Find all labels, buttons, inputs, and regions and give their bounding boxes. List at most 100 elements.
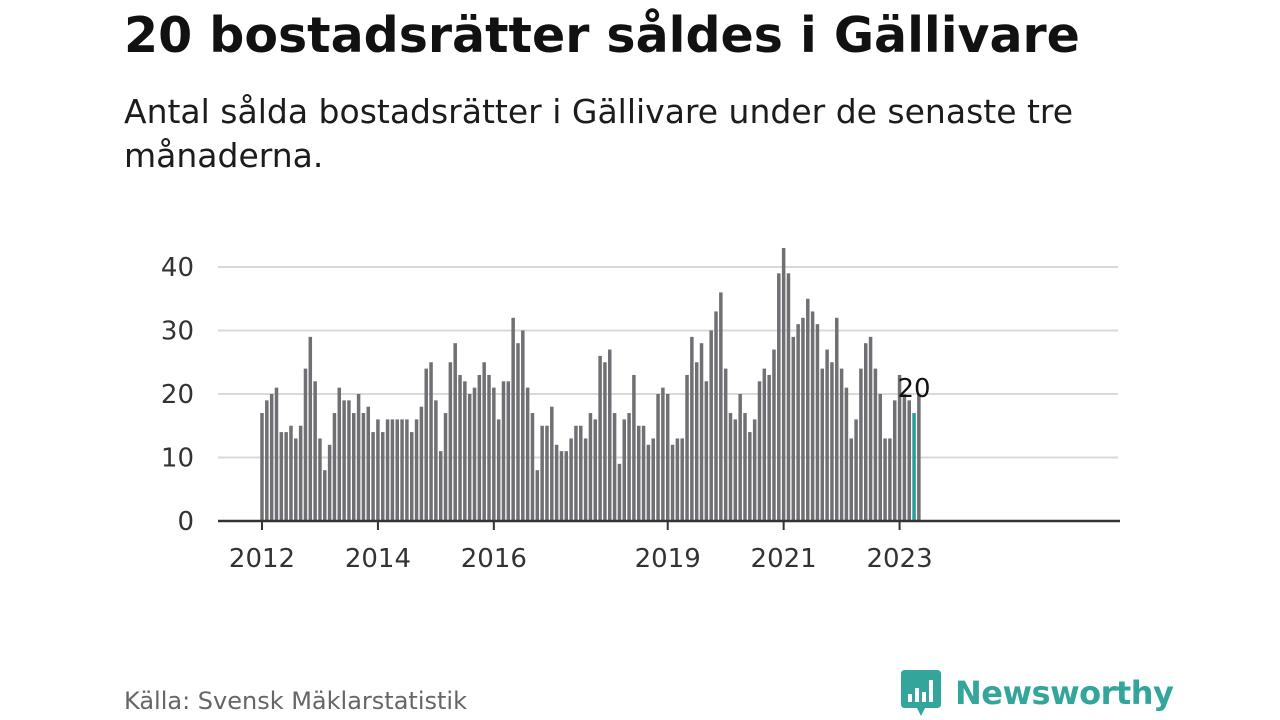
bar: [670, 444, 675, 521]
chart-title: 20 bostadsrätter såldes i Gällivare: [124, 7, 1080, 64]
bar: [521, 330, 525, 521]
bar: [786, 273, 791, 521]
bar: [907, 400, 911, 521]
bar: [453, 343, 457, 521]
bar: [405, 419, 409, 521]
bar: [612, 413, 617, 521]
bar: [467, 394, 472, 521]
bar: [318, 438, 322, 521]
bar: [506, 381, 511, 521]
bar: [892, 400, 897, 521]
bar: [482, 362, 486, 521]
bar: [564, 451, 569, 521]
bar: [839, 368, 844, 521]
bar: [661, 387, 665, 521]
newsworthy-logo-icon: [901, 670, 941, 716]
bar: [627, 413, 631, 521]
bar: [429, 362, 433, 521]
bar: [511, 317, 515, 521]
bar: [762, 368, 767, 521]
bar: [294, 438, 298, 521]
bar: [501, 381, 506, 521]
bar: [550, 406, 554, 521]
bar: [424, 368, 428, 521]
bar: [854, 419, 858, 521]
bar: [810, 311, 815, 521]
bar-chart: 0 10 20 30 40 2012 2014 2016 2019 2021 2023 20: [161, 247, 1120, 574]
bar: [323, 470, 327, 521]
bar: [902, 394, 907, 521]
bar: [327, 444, 332, 521]
bar: [878, 394, 882, 521]
bar: [463, 381, 467, 521]
bar: [583, 438, 588, 521]
bar: [472, 387, 477, 521]
x-tick-label: 2014: [345, 544, 411, 574]
bar: [269, 394, 274, 521]
bar: [815, 324, 820, 521]
bar: [636, 425, 641, 521]
bar: [289, 425, 293, 521]
y-tick-label: 30: [161, 317, 194, 347]
bar: [545, 425, 549, 521]
bar: [772, 349, 776, 521]
bar: [820, 368, 825, 521]
bar: [733, 419, 738, 521]
bar: [400, 419, 404, 521]
bar: [714, 311, 718, 521]
bar: [632, 374, 636, 521]
x-tick-label: 2012: [229, 544, 295, 574]
bar: [492, 387, 496, 521]
bar: [371, 432, 375, 521]
bar: [665, 394, 670, 521]
bar: [284, 432, 288, 521]
bar: [859, 368, 863, 521]
x-axis: [218, 519, 1120, 530]
bar: [540, 425, 544, 521]
bar: [313, 381, 317, 521]
bar: [835, 317, 839, 521]
bar: [385, 419, 390, 521]
bar: [390, 419, 395, 521]
bar: [897, 374, 902, 521]
bar: [308, 336, 313, 521]
bar: [728, 413, 733, 521]
bar: [917, 394, 921, 521]
bar: [651, 438, 655, 521]
bar: [777, 273, 781, 521]
bar: [685, 374, 689, 521]
bar: [265, 400, 269, 521]
brand-logo-group: Newsworthy: [901, 669, 1174, 717]
bar: [260, 413, 264, 521]
y-tick-label: 0: [177, 507, 194, 537]
bar: [791, 336, 796, 521]
bar: [796, 324, 800, 521]
bar: [825, 349, 829, 521]
bar: [342, 400, 346, 521]
bar: [806, 298, 810, 521]
bar: [487, 374, 491, 521]
bar: [608, 349, 612, 521]
bar: [569, 438, 573, 521]
bar: [419, 406, 424, 521]
x-tick-label: 2023: [866, 544, 932, 574]
highlight-value-label: 20: [898, 374, 931, 404]
bar: [356, 394, 361, 521]
x-tick-label: 2019: [635, 544, 701, 574]
bar: [434, 400, 438, 521]
bar: [888, 438, 892, 521]
source-note: Källa: Svensk Mäklarstatistik: [124, 687, 467, 715]
highlight-bar: [912, 413, 916, 521]
bar: [395, 419, 399, 521]
bar: [559, 451, 564, 521]
bar: [525, 387, 530, 521]
bar: [458, 374, 462, 521]
bar: [332, 413, 337, 521]
bar: [274, 387, 279, 521]
y-tick-label: 20: [161, 380, 194, 410]
brand-name: Newsworthy: [955, 674, 1174, 712]
bar: [849, 438, 854, 521]
bar: [298, 425, 303, 521]
bar: [646, 444, 651, 521]
